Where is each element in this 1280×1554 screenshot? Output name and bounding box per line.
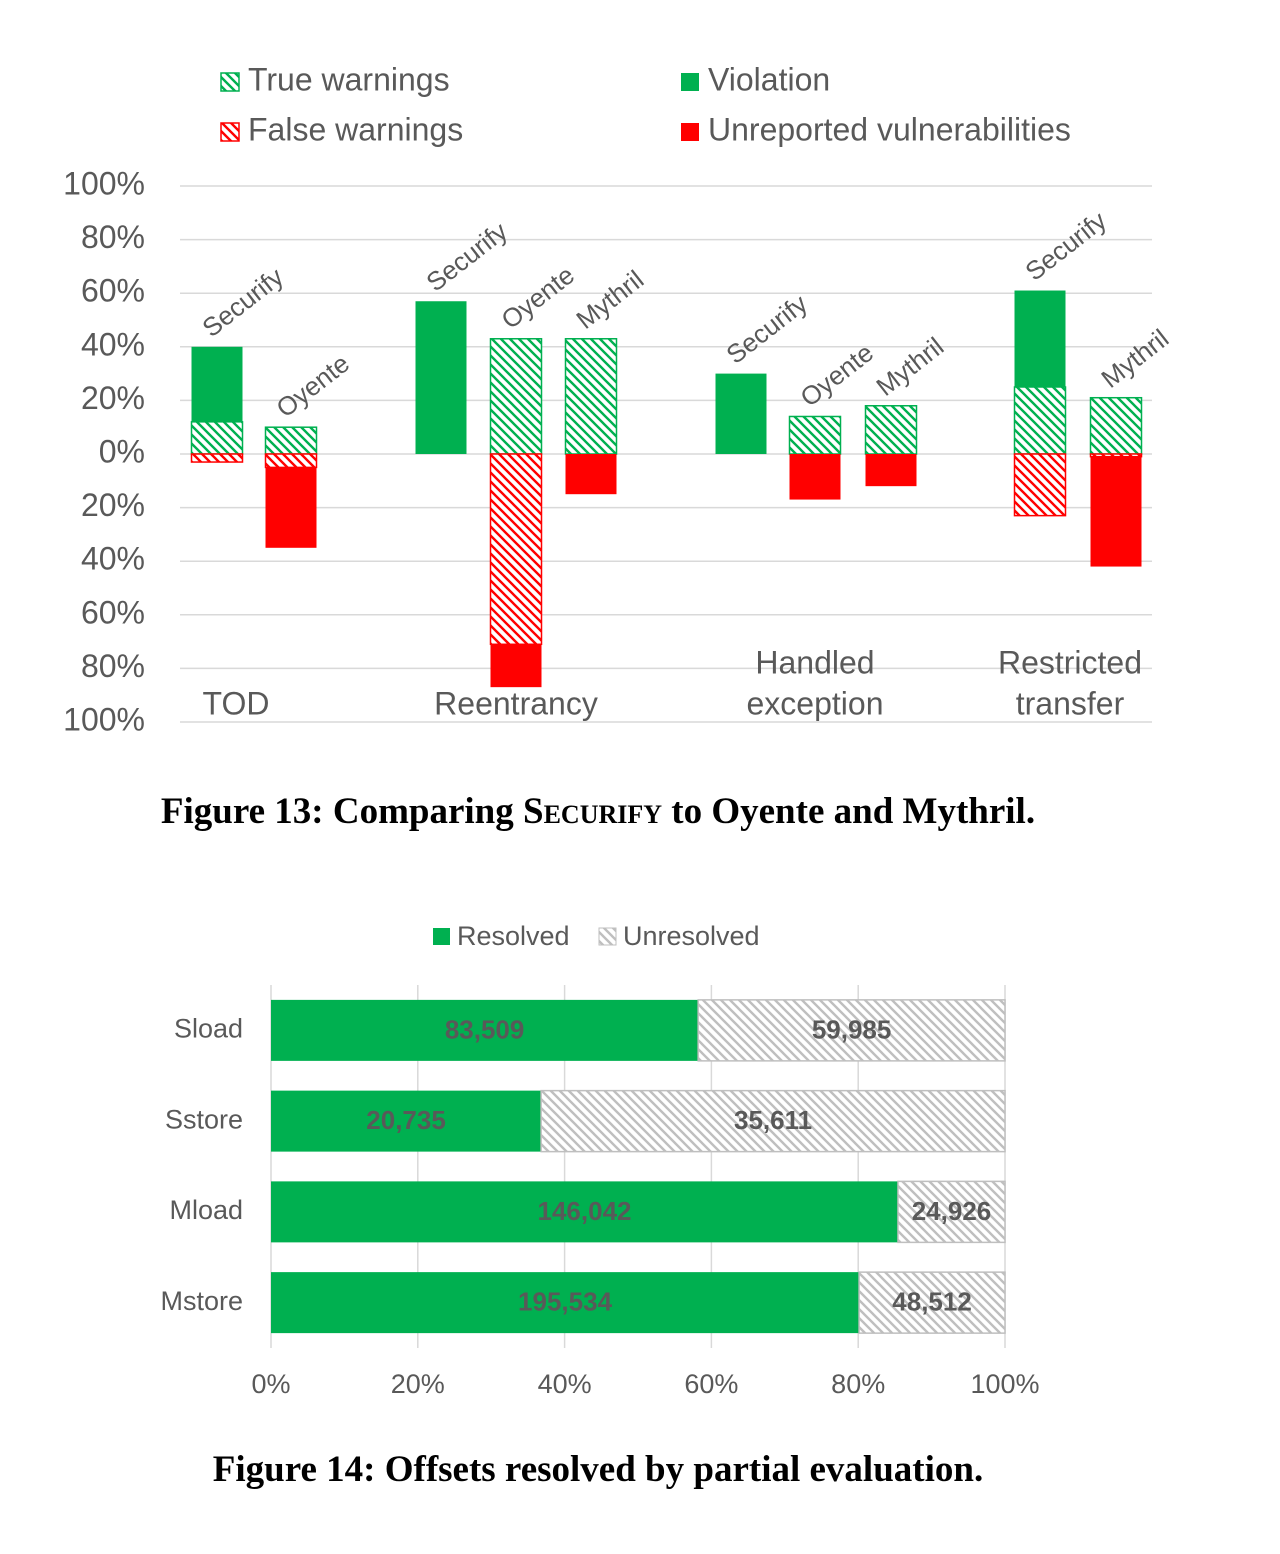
legend-label: Resolved [457,921,570,951]
bar-segment [415,301,467,454]
value-label: 59,985 [812,1014,892,1044]
x-tick-label: 60% [684,1369,738,1399]
caption: Figure 13: Comparing Securify to Oyente … [161,791,1035,832]
y-tick-label: 60% [81,594,145,630]
bar-segment [864,405,918,455]
y-tick-label: 0% [99,433,145,469]
y-tick-label: Sstore [165,1104,243,1134]
value-label: 83,509 [445,1014,525,1044]
bar-segment [788,415,842,455]
group-label: TOD [203,685,270,721]
caption-part: to Oyente and Mythril. [662,791,1035,832]
group-label: exception [747,685,884,721]
value-label: 48,512 [892,1287,972,1317]
x-tick-label: 40% [538,1369,592,1399]
bar-segment [490,644,542,688]
y-tick-label: Sload [174,1014,243,1044]
legend-label: False warnings [248,111,463,147]
legend-swatch [433,928,450,945]
tool-label: Securify [720,288,812,369]
x-tick-label: 80% [831,1369,885,1399]
legend-swatch [681,73,699,91]
y-tick-label: 20% [81,487,145,523]
value-label: 24,926 [912,1196,992,1226]
legend-label: Unreported vulnerabilities [708,111,1071,147]
group-label: Restricted [998,644,1142,680]
tool-label: Oyente [794,337,879,412]
bar-segment [271,1090,542,1152]
y-tick-label: Mstore [160,1286,243,1316]
bar-segment [264,453,318,469]
legend-label: Unresolved [623,921,760,951]
bar-segment [271,999,699,1061]
caption: Figure 14: Offsets resolved by partial e… [213,1449,983,1490]
bar-segment [865,454,917,487]
caption-part: Securify [523,791,662,832]
y-tick-label: 100% [63,701,145,737]
bar-segment [489,453,543,646]
bar-segment [265,467,317,548]
legend-swatch [220,72,240,92]
y-tick-label: Mload [169,1195,243,1225]
value-label: 35,611 [734,1105,812,1135]
bar-segment [789,454,841,500]
y-tick-label: 20% [81,380,145,416]
tool-label: Mythril [570,264,649,335]
bar-segment [697,999,1006,1062]
y-tick-label: 80% [81,219,145,255]
legend-swatch [681,123,699,141]
bar-segment [271,1181,898,1243]
group-label: Handled [755,644,874,680]
y-tick-label: 40% [81,541,145,577]
legend-swatch [598,927,617,946]
y-tick-label: 100% [63,165,145,201]
bar-segment [264,426,318,455]
bar-segment [1014,290,1066,387]
bar-segment [191,346,243,422]
bar-segment [1013,453,1067,517]
tool-label: Oyente [270,348,355,423]
legend-label: Violation [708,61,830,97]
tool-label: Securify [420,216,512,297]
x-tick-label: 100% [970,1369,1039,1399]
value-label: 20,735 [366,1105,446,1135]
tool-label: Oyente [495,260,580,335]
bar-segment [190,453,244,463]
bar-segment [565,454,617,495]
group-label: transfer [1016,685,1125,721]
bar-segment [1089,396,1143,455]
legend-swatch [220,122,240,142]
tool-label: Securify [1019,205,1111,286]
caption-part: Figure 14: Offsets resolved by partial e… [213,1449,983,1490]
tool-label: Mythril [870,331,949,402]
bar-segment [271,1272,860,1334]
bar-segment [1089,453,1143,458]
x-tick-label: 0% [251,1369,290,1399]
value-label: 195,534 [518,1287,613,1317]
legend-label: True warnings [248,61,450,97]
bar-segment [489,338,543,455]
bar-segment [858,1271,1006,1334]
value-label: 146,042 [538,1196,632,1226]
tool-label: Securify [196,261,288,342]
bar-segment [540,1089,1006,1153]
bar-segment [1090,456,1142,567]
bar-segment [897,1180,1006,1244]
x-tick-label: 20% [391,1369,445,1399]
tool-label: Mythril [1095,323,1174,394]
bar-segment [715,373,767,454]
bar-segment [564,338,618,455]
y-tick-label: 80% [81,648,145,684]
group-label: Reentrancy [434,685,598,721]
y-tick-label: 40% [81,326,145,362]
bar-segment [1013,386,1067,455]
y-tick-label: 60% [81,273,145,309]
caption-part: Figure 13: Comparing [161,791,523,832]
bar-segment [190,421,244,455]
